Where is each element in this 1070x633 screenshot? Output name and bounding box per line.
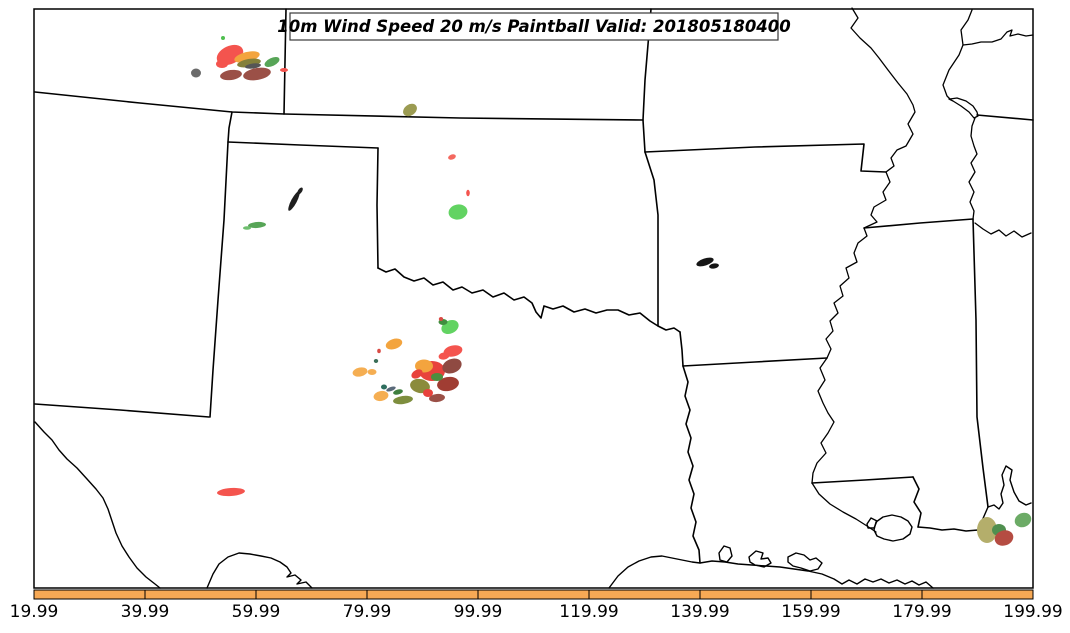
state-borders: [34, 8, 1034, 564]
colorbar-tick-label: 39.99: [121, 602, 170, 622]
paintball-blob-nw-texas: [442, 358, 462, 374]
border-tx-ar: [679, 331, 684, 367]
river-tennessee: [942, 44, 979, 220]
paintball-blob-ne-new-mexico: [243, 226, 251, 230]
border-ok-ar: [644, 151, 659, 327]
paintball-blob-nw-kansas: [216, 60, 228, 68]
colorbar-tick-label: 59.99: [232, 602, 281, 622]
paintball-blob-nw-texas: [438, 317, 444, 321]
paintball-blob-nw-texas: [367, 369, 377, 375]
paintball-blob-nw-kansas: [220, 69, 242, 81]
paintball-blob-nw-texas: [438, 352, 450, 360]
paintball-blob-ne-new-mexico: [248, 221, 266, 229]
river-tennessee-east: [974, 222, 1032, 238]
paintball-blob-nw-texas: [373, 390, 389, 402]
border-tn-ms-35n: [863, 218, 974, 229]
border-tx-ok-100w: [376, 147, 379, 269]
colorbar-ticks: [33, 590, 1034, 599]
lake-maurepas: [866, 517, 878, 529]
paintball-blob-arkansas: [709, 263, 719, 269]
river-mississippi: [811, 7, 916, 484]
paintball-blob-nw-texas: [429, 393, 445, 403]
border-co-ks: [283, 8, 287, 115]
coastal-marsh-atchafalaya: [787, 552, 823, 572]
coast-gulf-louisiana: [608, 555, 934, 589]
coast-texas-matagorda: [206, 552, 313, 589]
paintball-blob-central-kansas: [448, 154, 456, 160]
paintball-blob-nw-texas: [393, 389, 403, 395]
paintball-blob-west-oklahoma: [448, 204, 468, 220]
paintball-blobs: [191, 36, 1032, 546]
paintball-blob-ne-new-mexico: [288, 191, 300, 211]
colorbar-tick-label: 199.99: [1003, 602, 1062, 622]
border-nm-east-103w: [209, 111, 233, 418]
paintball-blob-west-oklahoma: [466, 189, 470, 197]
river-rio-grande: [34, 421, 161, 589]
title-box: 10m Wind Speed 20 m/s Paintball Valid: 2…: [277, 12, 791, 41]
coastal-lake-calcasieu: [718, 545, 733, 563]
paintball-blob-nw-texas: [411, 369, 423, 379]
border-tx-la-sabine: [682, 365, 701, 564]
border-la-ms-31n: [811, 476, 914, 484]
border-ms-al: [972, 218, 989, 508]
paintball-blob-nw-kansas: [191, 68, 201, 78]
paintball-blob-nw-texas: [373, 359, 379, 363]
paintball-blob-nw-kansas: [243, 67, 271, 81]
paintball-blob-nw-kansas: [280, 68, 288, 72]
border-tx-panhandle-north: [227, 141, 379, 149]
colorbar-tick-label: 139.99: [670, 602, 729, 622]
border-37n-co-ks-ok: [34, 91, 644, 121]
colorbar-bar: [33, 589, 1034, 600]
paintball-blob-nw-texas: [410, 378, 430, 394]
colorbar-tick-label: 19.99: [10, 602, 59, 622]
colorbar: 19.99 39.99 59.99 79.99 99.99 119.99 139.99 159…: [10, 589, 1063, 622]
title-box-frame: [289, 12, 779, 41]
lake-pontchartrain: [873, 514, 913, 542]
border-nm-tx-32n: [34, 403, 210, 418]
paintball-blob-ne-new-mexico: [297, 187, 303, 195]
paintball-blob-nw-texas: [352, 367, 368, 377]
paintball-blob-nw-texas: [431, 373, 443, 381]
colorbar-tick-label: 99.99: [454, 602, 503, 622]
border-ks-mo: [642, 8, 652, 153]
border-ky-tn-36-5n: [976, 114, 1034, 121]
river-ohio: [960, 9, 1034, 46]
paintball-blob-se-louisiana: [994, 530, 1014, 546]
paintball-blob-nw-texas: [381, 384, 387, 390]
paintball-blob-nw-texas: [437, 376, 459, 392]
paintball-blob-south-texas: [217, 487, 245, 497]
plot-title: 10m Wind Speed 20 m/s Paintball Valid: 2…: [277, 17, 791, 36]
paintball-blob-nw-texas: [415, 359, 433, 373]
paintball-blob-nw-texas: [377, 348, 381, 354]
paintball-blob-nw-kansas: [221, 36, 225, 40]
colorbar-tick-label: 159.99: [781, 602, 840, 622]
paintball-blob-se-louisiana: [1014, 512, 1032, 528]
border-red-river-tx-ok: [377, 267, 681, 333]
paintball-blob-nw-texas: [423, 389, 433, 397]
paintball-blob-nw-texas: [385, 338, 403, 350]
paintball-blob-nw-texas: [393, 395, 413, 405]
paintball-blob-nw-kansas: [245, 63, 261, 69]
paintball-blob-se-louisiana: [977, 517, 997, 543]
border-pearl-river: [912, 476, 922, 528]
colorbar-tick-label: 179.99: [892, 602, 951, 622]
rivers-and-coastlines: [34, 7, 1034, 589]
coastal-lakes-white: [748, 550, 772, 568]
map-frame: [33, 8, 1034, 589]
paintball-blob-central-kansas: [403, 103, 417, 117]
paintball-blob-nw-kansas: [264, 57, 280, 67]
mobile-bay: [987, 465, 1032, 510]
border-ar-la-33n: [682, 357, 828, 367]
paintball-blob-arkansas: [696, 257, 714, 267]
colorbar-tick-label: 119.99: [559, 602, 618, 622]
paintball-blob-nw-texas: [386, 386, 396, 392]
colorbar-tick-label: 79.99: [343, 602, 392, 622]
border-mo-ar-bootheel: [644, 143, 887, 173]
colorbar-tick-labels: 19.99 39.99 59.99 79.99 99.99 119.99 139.99 159…: [10, 602, 1063, 622]
